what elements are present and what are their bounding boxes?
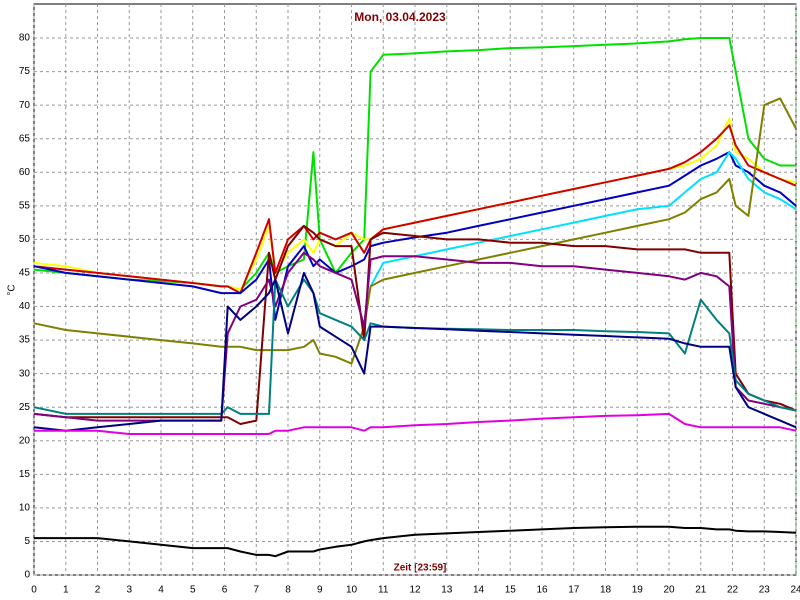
series-line [369,151,797,287]
x-tick-label: 23 [759,585,771,596]
y-tick-label: 55 [19,200,31,211]
y-tick-label: 30 [19,368,31,379]
y-tick-label: 10 [19,503,31,514]
x-tick-label: 1 [63,585,69,596]
y-tick-label: 50 [19,234,31,245]
x-tick-label: 7 [253,585,259,596]
y-tick-label: 65 [19,133,31,144]
y-tick-label: 70 [19,100,31,111]
x-tick-label: 14 [473,585,485,596]
y-axis-label: °C [7,284,18,295]
x-tick-label: 18 [600,585,612,596]
x-tick-label: 9 [317,585,323,596]
x-tick-label: 12 [409,585,421,596]
y-tick-label: 75 [19,66,31,77]
x-tick-label: 15 [505,585,517,596]
x-tick-label: 11 [378,585,389,596]
y-tick-label: 5 [24,536,30,547]
x-tick-label: 24 [790,585,800,596]
x-tick-label: 13 [441,585,453,596]
y-tick-label: 60 [19,167,31,178]
y-tick-label: 45 [19,268,31,279]
x-tick-label: 8 [285,585,291,596]
x-tick-label: 10 [346,585,358,596]
x-tick-label: 16 [536,585,548,596]
x-tick-label: 19 [632,585,644,596]
x-tick-label: 3 [126,585,132,596]
x-tick-label: 2 [95,585,101,596]
series-line [33,97,797,365]
x-axis-label: Zeit [23:59] [394,563,447,574]
y-tick-label: 40 [19,301,31,312]
x-tick-label: 21 [695,585,707,596]
y-tick-label: 35 [19,335,31,346]
x-tick-label: 6 [222,585,228,596]
series-line [34,525,797,558]
y-tick-label: 80 [19,33,31,44]
y-tick-label: 20 [19,435,31,446]
chart-title: Mon, 03.04.2023 [354,10,446,24]
series-line [33,278,797,415]
y-tick-label: 25 [19,402,31,413]
x-tick-label: 5 [190,585,196,596]
y-tick-label: 15 [19,469,31,480]
x-tick-label: 17 [568,585,580,596]
x-tick-label: 4 [158,585,164,596]
series-line [34,412,797,435]
y-tick-label: 0 [24,570,30,581]
x-tick-label: 20 [663,585,675,596]
x-tick-label: 0 [31,585,37,596]
x-tick-label: 22 [727,585,739,596]
series-line [33,271,797,432]
series-line [33,224,797,425]
